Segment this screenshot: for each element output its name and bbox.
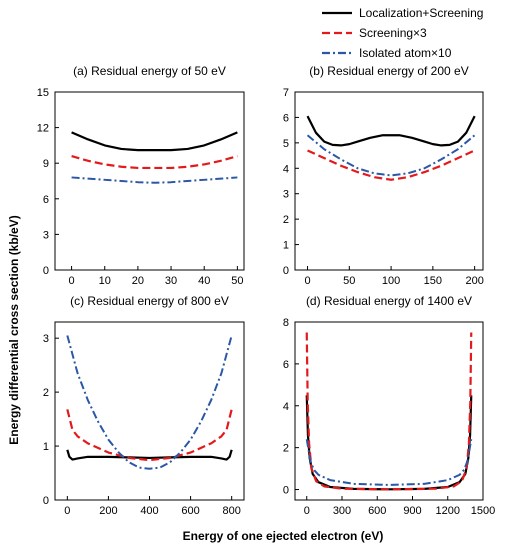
y-tick-label: 1 <box>43 441 49 453</box>
legend-entry: Screening×3 <box>322 26 427 40</box>
x-tick-label: 200 <box>465 275 483 287</box>
x-tick-label: 0 <box>69 275 75 287</box>
x-axis-title: Energy of one ejected electron (eV) <box>183 529 384 543</box>
x-tick-label: 1200 <box>436 505 460 517</box>
y-tick-label: 0 <box>283 265 289 277</box>
legend: Localization+Screening Screening×3 Isolate… <box>322 6 483 60</box>
y-tick-label: 4 <box>283 163 289 175</box>
y-tick-label: 6 <box>283 359 289 371</box>
series-line <box>66 409 233 462</box>
x-tick-label: 200 <box>99 505 117 517</box>
legend-entry: Isolated atom×10 <box>322 46 452 60</box>
x-tick-label: 50 <box>231 275 243 287</box>
y-tick-label: 2 <box>43 387 49 399</box>
series-line <box>71 131 238 152</box>
x-tick-label: 600 <box>181 505 199 517</box>
series-line <box>305 332 473 491</box>
x-tick-label: 900 <box>403 505 421 517</box>
plot-frame <box>54 91 245 271</box>
x-tick-label: 600 <box>368 505 386 517</box>
panel-title: (d) Residual energy of 1400 eV <box>306 294 472 308</box>
legend-label: Isolated atom×10 <box>359 46 452 60</box>
y-tick-label: 0 <box>283 485 289 497</box>
y-tick-label: 12 <box>37 123 49 135</box>
y-tick-label: 3 <box>43 333 49 345</box>
y-tick-label: 9 <box>43 158 49 170</box>
y-tick-label: 5 <box>283 138 289 150</box>
y-tick-label: 6 <box>43 194 49 206</box>
series-line <box>66 335 233 470</box>
y-tick-label: 2 <box>283 214 289 226</box>
x-tick-label: 150 <box>424 275 442 287</box>
y-tick-label: 0 <box>43 265 49 277</box>
panels: (a) Residual energy of 50 eV0 10 20 30 40 500… <box>37 64 495 517</box>
x-tick-label: 40 <box>198 275 210 287</box>
y-tick-label: 0 <box>43 495 49 507</box>
x-tick-label: 800 <box>222 505 240 517</box>
series-line <box>66 449 233 461</box>
chart-panel: (b) Residual energy of 200 eV0 50 100 150 20… <box>283 64 484 287</box>
y-tick-label: 2 <box>283 443 289 455</box>
panel-title: (b) Residual energy of 200 eV <box>309 64 468 78</box>
y-tick-label: 4 <box>283 401 289 413</box>
y-tick-label: 8 <box>283 317 289 329</box>
x-tick-label: 0 <box>64 505 70 517</box>
series-line <box>71 176 238 184</box>
x-tick-label: 20 <box>132 275 144 287</box>
x-tick-label: 50 <box>343 275 355 287</box>
plot-frame <box>294 321 484 501</box>
series-line <box>307 149 476 181</box>
series-line <box>305 395 473 491</box>
y-tick-label: 15 <box>37 87 49 99</box>
series-line <box>306 115 476 147</box>
panel-title: (c) Residual energy of 800 eV <box>70 294 229 308</box>
x-tick-label: 30 <box>165 275 177 287</box>
series-line <box>305 439 473 486</box>
y-axis-title: Energy differential cross section (kb/eV… <box>7 215 21 444</box>
y-tick-label: 7 <box>283 87 289 99</box>
x-tick-label: 400 <box>140 505 158 517</box>
legend-entry: Localization+Screening <box>322 6 483 20</box>
chart-panel: (d) Residual energy of 1400 eV 0 300 600 900… <box>283 294 495 517</box>
chart-panel: (c) Residual energy of 800 eV 0 200 400 600 8… <box>43 294 245 517</box>
x-tick-label: 300 <box>333 505 351 517</box>
series-line <box>71 155 238 170</box>
y-tick-label: 3 <box>43 229 49 241</box>
series-line <box>306 134 476 177</box>
panel-title: (a) Residual energy of 50 eV <box>73 64 226 78</box>
y-tick-label: 6 <box>283 112 289 124</box>
plot-frame <box>294 91 484 271</box>
x-tick-label: 0 <box>304 505 310 517</box>
x-tick-label: 100 <box>382 275 400 287</box>
y-tick-label: 1 <box>283 240 289 252</box>
legend-label: Localization+Screening <box>359 6 483 20</box>
legend-label: Screening×3 <box>359 26 427 40</box>
x-tick-label: 10 <box>99 275 111 287</box>
x-tick-label: 1500 <box>471 505 495 517</box>
x-tick-label: 0 <box>304 275 310 287</box>
plot-frame <box>54 321 245 501</box>
y-tick-label: 3 <box>283 189 289 201</box>
chart-panel: (a) Residual energy of 50 eV 0 10 20 30 40 50 0… <box>37 64 245 287</box>
